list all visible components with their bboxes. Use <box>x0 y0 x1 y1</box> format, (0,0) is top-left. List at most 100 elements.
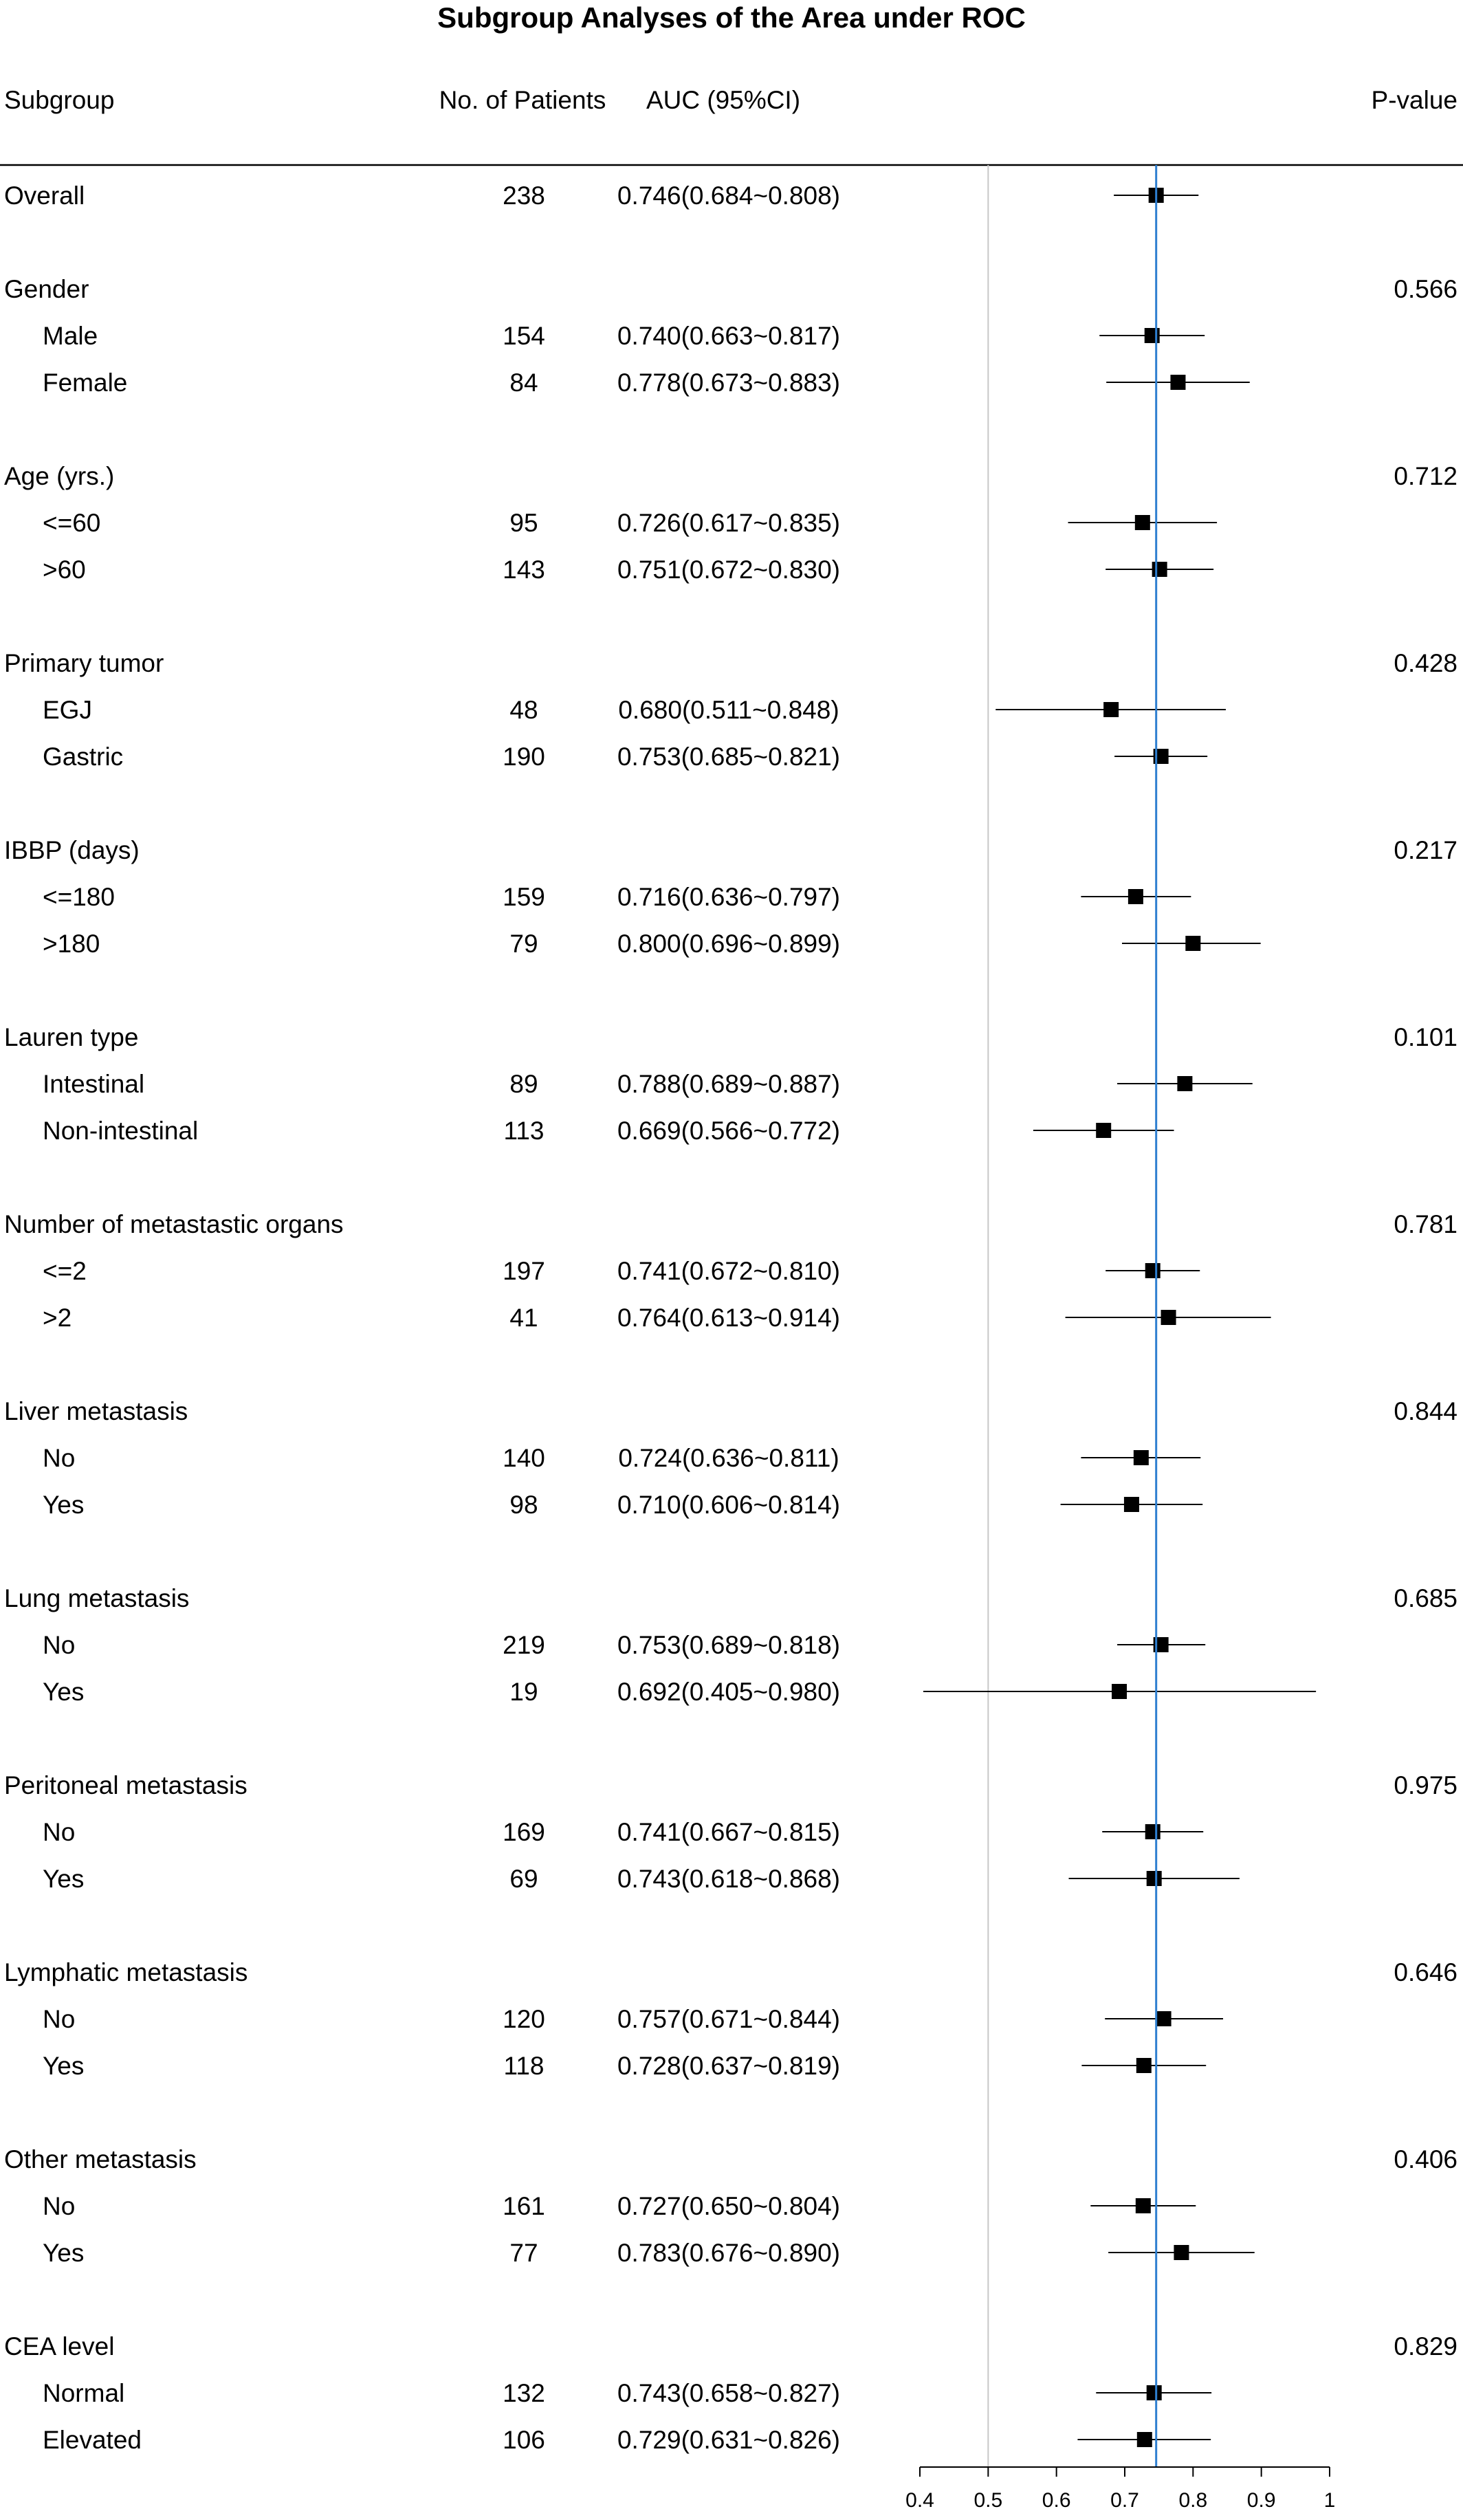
group-label: Gender <box>4 275 89 303</box>
subgroup-label: No <box>43 1444 75 1472</box>
patients-count: 77 <box>509 2239 538 2267</box>
auc-ci-text: 0.726(0.617~0.835) <box>617 509 840 537</box>
patients-count: 79 <box>509 930 538 958</box>
auc-marker <box>1160 1310 1176 1325</box>
subgroup-label: Yes <box>43 1491 84 1519</box>
patients-count: 140 <box>503 1444 545 1472</box>
subgroup-label: Female <box>43 369 127 397</box>
table-row: Yes 98 0.710(0.606~0.814) <box>43 1491 840 1519</box>
column-header-pvalue: P-value <box>1372 86 1458 114</box>
p-value: 0.685 <box>1394 1584 1458 1612</box>
table-row: >180 79 0.800(0.696~0.899) <box>43 930 840 958</box>
group-header-row: Other metastasis 0.406 <box>4 2145 1458 2173</box>
auc-ci-text: 0.710(0.606~0.814) <box>617 1491 840 1519</box>
subgroup-label: Gastric <box>43 743 123 771</box>
auc-marker <box>1145 1824 1160 1839</box>
table-row: Intestinal 89 0.788(0.689~0.887) <box>43 1070 840 1098</box>
group-header-row: IBBP (days) 0.217 <box>4 836 1458 864</box>
patients-count: 132 <box>503 2379 545 2407</box>
auc-marker <box>1185 936 1201 951</box>
patients-count: 95 <box>509 509 538 537</box>
group-label: Age (yrs.) <box>4 462 114 490</box>
table-row: <=180 159 0.716(0.636~0.797) <box>43 883 840 911</box>
table-row: <=2 197 0.741(0.672~0.810) <box>43 1257 840 1285</box>
patients-count: 48 <box>509 696 538 724</box>
auc-marker <box>1177 1076 1193 1091</box>
group-label: Lung metastasis <box>4 1584 189 1612</box>
auc-ci-text: 0.680(0.511~0.848) <box>618 696 839 724</box>
subgroup-label: >2 <box>43 1304 72 1332</box>
auc-ci-text: 0.757(0.671~0.844) <box>617 2005 840 2033</box>
group-label: Other metastasis <box>4 2145 197 2173</box>
auc-ci-text: 0.800(0.696~0.899) <box>617 930 840 958</box>
table-row: No 219 0.753(0.689~0.818) <box>43 1631 840 1659</box>
patients-count: 113 <box>504 1117 544 1145</box>
p-value: 0.566 <box>1394 275 1458 303</box>
subgroup-label: >180 <box>43 930 100 958</box>
patients-count: 19 <box>509 1678 538 1706</box>
x-tick-label: 0.4 <box>905 2489 934 2512</box>
auc-ci-text: 0.729(0.631~0.826) <box>617 2426 840 2454</box>
p-value: 0.829 <box>1394 2332 1458 2360</box>
x-tick-label: 0.7 <box>1110 2489 1139 2512</box>
table-row: No 140 0.724(0.636~0.811) <box>43 1444 839 1472</box>
auc-marker <box>1112 1684 1128 1699</box>
group-header-row: Liver metastasis 0.844 <box>4 1397 1458 1425</box>
patients-count: 69 <box>509 1865 538 1893</box>
patients-count: 197 <box>503 1257 545 1285</box>
auc-marker <box>1136 2432 1152 2447</box>
auc-marker <box>1146 1871 1162 1886</box>
group-header-row: Lymphatic metastasis 0.646 <box>4 1958 1458 1986</box>
auc-ci-text: 0.743(0.658~0.827) <box>617 2379 840 2407</box>
subgroup-label: <=2 <box>43 1257 87 1285</box>
auc-marker <box>1174 2245 1189 2260</box>
auc-ci-text: 0.753(0.689~0.818) <box>617 1631 840 1659</box>
table-row: Elevated 106 0.729(0.631~0.826) <box>43 2426 840 2454</box>
p-value: 0.217 <box>1394 836 1458 864</box>
subgroup-label: Yes <box>43 2052 84 2080</box>
auc-marker <box>1136 2058 1152 2073</box>
patients-count: 169 <box>503 1818 545 1846</box>
table-row: Overall 238 0.746(0.684~0.808) <box>4 182 840 210</box>
x-tick-label: 0.9 <box>1247 2489 1276 2512</box>
p-value: 0.712 <box>1394 462 1458 490</box>
subgroup-label: No <box>43 2192 75 2220</box>
subgroup-label: No <box>43 1631 75 1659</box>
group-header-row: Number of metastastic organs 0.781 <box>4 1210 1458 1238</box>
subgroup-label: <=180 <box>43 883 115 911</box>
x-tick-label: 0.6 <box>1042 2489 1071 2512</box>
x-axis: 0.4 0.5 0.6 0.7 0.8 0.9 1 <box>905 2466 1336 2512</box>
subgroup-label: No <box>43 2005 75 2033</box>
patients-count: 154 <box>503 322 545 350</box>
group-label: CEA level <box>4 2332 114 2360</box>
patients-count: 120 <box>503 2005 545 2033</box>
group-label: IBBP (days) <box>4 836 140 864</box>
chart-title: Subgroup Analyses of the Area under ROC <box>437 1 1026 34</box>
subgroup-label: >60 <box>43 556 86 584</box>
column-header-patients: No. of Patients <box>439 86 606 114</box>
patients-count: 161 <box>503 2192 545 2220</box>
auc-marker <box>1096 1123 1112 1138</box>
auc-ci-text: 0.764(0.613~0.914) <box>617 1304 840 1332</box>
auc-ci-text: 0.741(0.672~0.810) <box>617 1257 840 1285</box>
auc-ci-text: 0.728(0.637~0.819) <box>617 2052 840 2080</box>
table-row: Male 154 0.740(0.663~0.817) <box>43 322 840 350</box>
x-tick-label: 0.5 <box>974 2489 1002 2512</box>
auc-marker <box>1135 2198 1151 2213</box>
auc-ci-text: 0.746(0.684~0.808) <box>617 182 840 210</box>
table-row: Non-intestinal 113 0.669(0.566~0.772) <box>43 1117 840 1145</box>
subgroup-label: Yes <box>43 1678 84 1706</box>
table-row: Yes 19 0.692(0.405~0.980) <box>43 1678 840 1706</box>
auc-ci-text: 0.727(0.650~0.804) <box>617 2192 840 2220</box>
auc-ci-text: 0.743(0.618~0.868) <box>617 1865 840 1893</box>
subgroup-label: <=60 <box>43 509 100 537</box>
patients-count: 41 <box>509 1304 538 1332</box>
x-tick-label: 1 <box>1324 2489 1336 2512</box>
p-value: 0.406 <box>1394 2145 1458 2173</box>
patients-count: 106 <box>503 2426 545 2454</box>
auc-ci-text: 0.740(0.663~0.817) <box>617 322 840 350</box>
auc-marker <box>1128 889 1143 904</box>
table-row: <=60 95 0.726(0.617~0.835) <box>43 509 840 537</box>
group-header-row: Age (yrs.) 0.712 <box>4 462 1458 490</box>
